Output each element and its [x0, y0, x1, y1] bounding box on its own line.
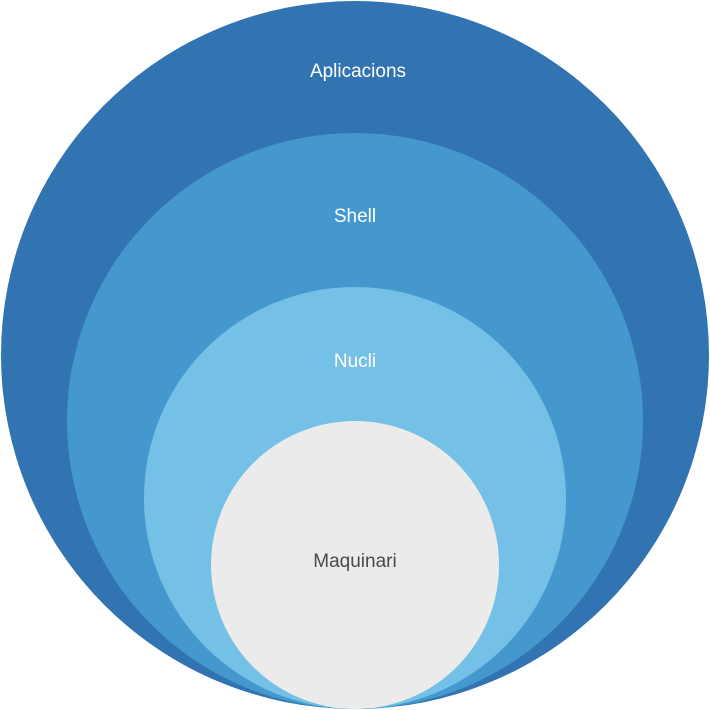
- layer-hardware-label: Maquinari: [313, 551, 396, 572]
- layer-kernel-label: Nucli: [334, 351, 376, 372]
- layer-shell-label: Shell: [334, 206, 376, 227]
- layer-hardware-circle: [211, 421, 499, 709]
- layer-applications-label: Aplicacions: [310, 61, 406, 82]
